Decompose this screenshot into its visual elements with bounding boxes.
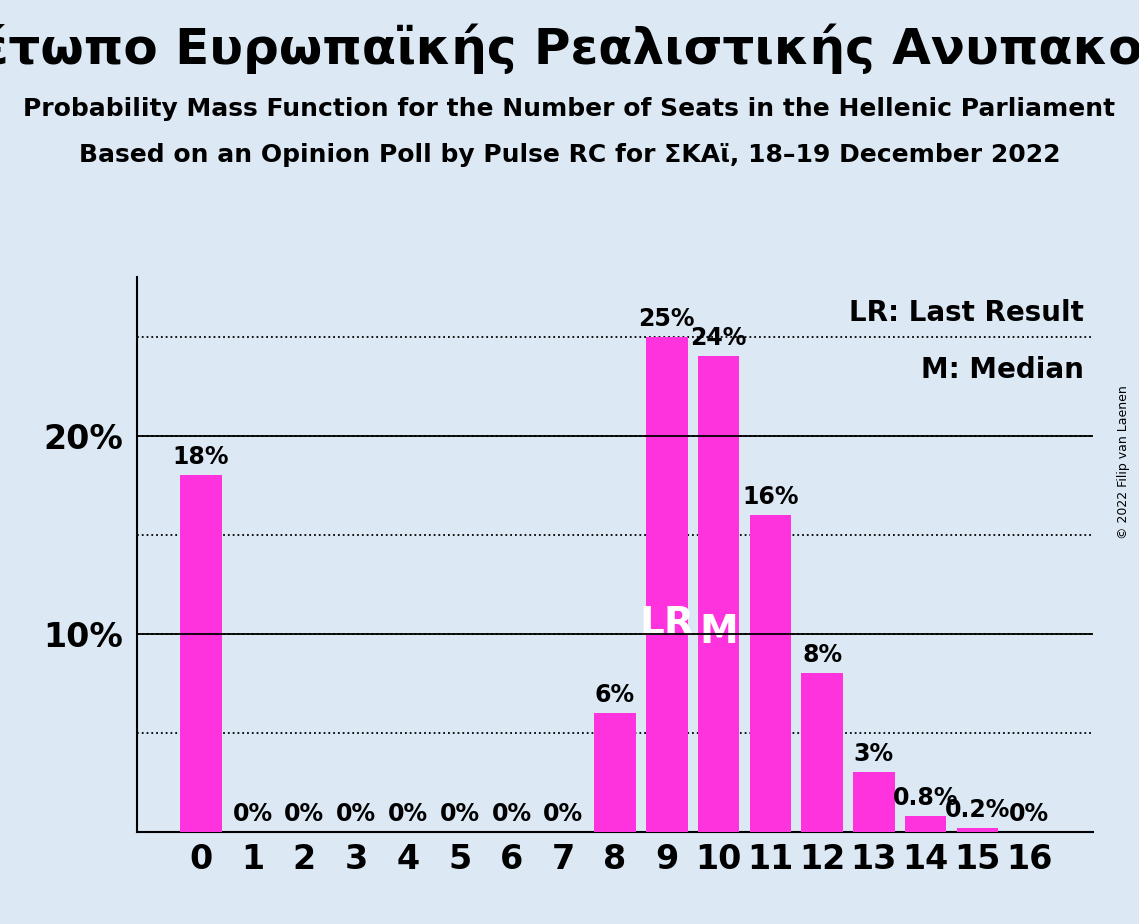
Text: 0%: 0% (388, 802, 428, 826)
Text: 8%: 8% (802, 643, 842, 667)
Text: Based on an Opinion Poll by Pulse RC for ΣΚΑϊ, 18–19 December 2022: Based on an Opinion Poll by Pulse RC for… (79, 143, 1060, 167)
Bar (802, 674, 843, 832)
Text: 0%: 0% (491, 802, 532, 826)
Text: 0%: 0% (440, 802, 480, 826)
Text: 0%: 0% (543, 802, 583, 826)
Bar (698, 357, 739, 832)
Text: Probability Mass Function for the Number of Seats in the Hellenic Parliament: Probability Mass Function for the Number… (24, 97, 1115, 121)
Text: 0%: 0% (232, 802, 272, 826)
Text: LR: Last Result: LR: Last Result (849, 298, 1084, 327)
Text: 18%: 18% (173, 445, 229, 469)
Text: 0%: 0% (285, 802, 325, 826)
Bar (957, 828, 998, 832)
Text: © 2022 Filip van Laenen: © 2022 Filip van Laenen (1117, 385, 1130, 539)
Bar (646, 336, 688, 832)
Text: 16%: 16% (743, 485, 798, 509)
Text: 6%: 6% (595, 683, 636, 707)
Text: 0%: 0% (336, 802, 376, 826)
Bar (180, 475, 222, 832)
Text: M: M (699, 613, 738, 651)
Text: 0.2%: 0.2% (944, 797, 1010, 821)
Text: 0.8%: 0.8% (893, 785, 958, 809)
Text: Μέτωπο Ευρωπαϊκής Ρεαλιστικής Ανυπακοής: Μέτωπο Ευρωπαϊκής Ρεαλιστικής Ανυπακοής (0, 23, 1139, 74)
Bar (595, 712, 636, 832)
Text: 0%: 0% (1009, 802, 1049, 826)
Text: 24%: 24% (690, 326, 747, 350)
Bar (853, 772, 894, 832)
Text: M: Median: M: Median (921, 357, 1084, 384)
Text: 3%: 3% (854, 742, 894, 766)
Text: 25%: 25% (639, 307, 695, 331)
Text: LR: LR (639, 604, 695, 643)
Bar (749, 515, 792, 832)
Bar (906, 816, 947, 832)
